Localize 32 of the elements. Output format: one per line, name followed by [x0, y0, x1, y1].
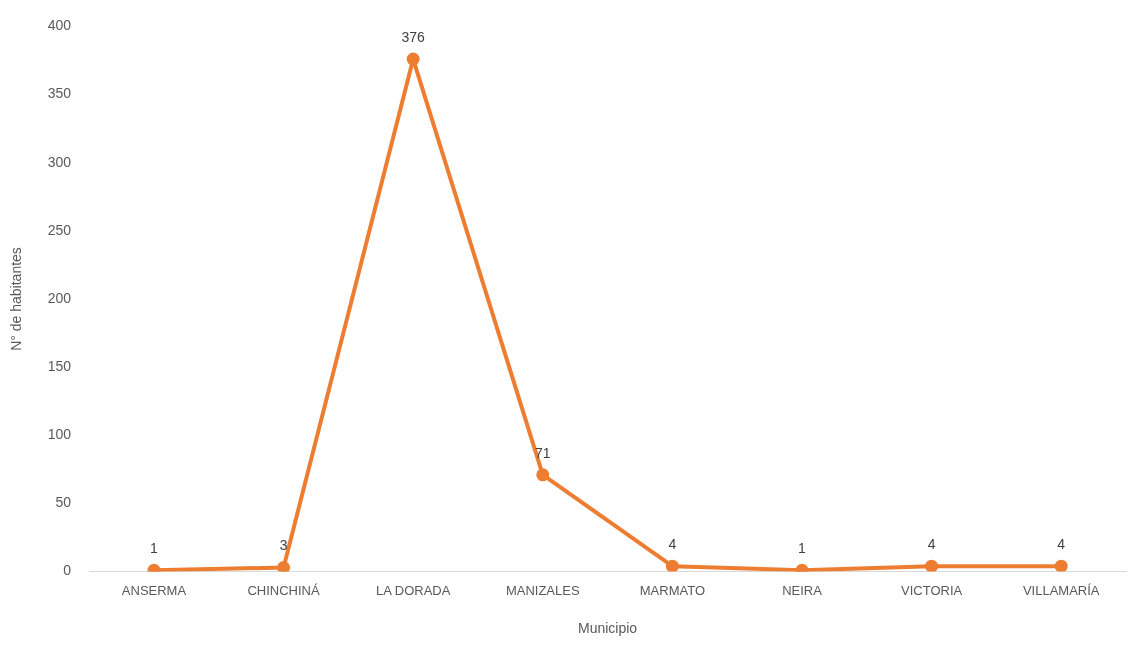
y-tick-label: 400: [47, 17, 72, 34]
y-tick-label: 50: [55, 494, 72, 511]
y-axis-title: N° de habitantes: [8, 247, 25, 351]
y-tick-label: 150: [47, 358, 72, 375]
x-tick-label: NEIRA: [782, 582, 823, 598]
y-tick-label: 300: [47, 153, 72, 170]
y-tick-label: 200: [47, 289, 72, 306]
data-label: 1: [150, 540, 159, 557]
x-tick-label: MANIZALES: [505, 582, 580, 598]
x-tick-label: ANSERMA: [121, 582, 187, 598]
y-tick-label: 350: [47, 85, 72, 102]
y-tick-label: 250: [47, 221, 72, 238]
point: [277, 561, 291, 572]
x-tick-label: VILLAMARÍA: [1022, 582, 1100, 598]
point: [925, 559, 939, 572]
x-tick-label: CHINCHINÁ: [247, 582, 320, 598]
point: [406, 52, 420, 66]
point: [1054, 559, 1068, 572]
x-tick-label: VICTORIA: [901, 582, 963, 598]
point: [665, 559, 679, 572]
data-label: 4: [668, 536, 677, 553]
data-label: 376: [401, 28, 426, 45]
point: [536, 468, 550, 482]
data-label: 4: [1057, 536, 1066, 553]
x-axis-title: Municipio: [578, 620, 638, 637]
data-label: 3: [279, 537, 288, 554]
y-tick-label: 0: [63, 562, 72, 579]
y-tick-label: 100: [47, 426, 72, 443]
data-label: 1: [798, 540, 807, 557]
data-label: 4: [927, 536, 936, 553]
x-tick-label: MARMATO: [639, 582, 706, 598]
x-tick-label: LA DORADA: [375, 582, 451, 598]
